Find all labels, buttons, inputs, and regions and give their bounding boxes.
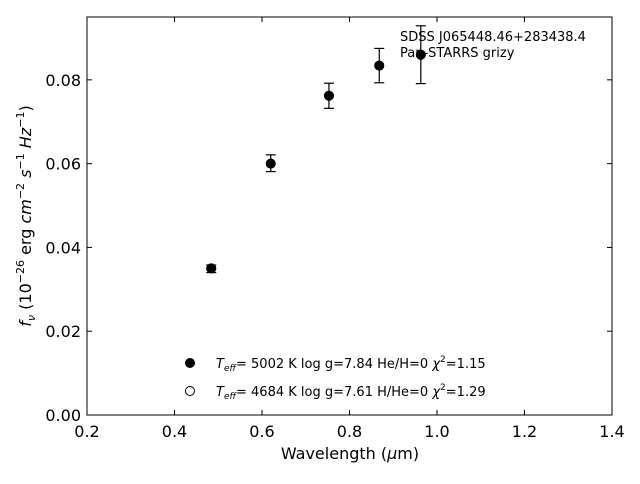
x-tick-label: 1.4: [599, 422, 624, 441]
x-tick-label: 0.6: [249, 422, 274, 441]
model-h-point: [206, 263, 217, 274]
x-tick-label: 0.2: [74, 422, 99, 441]
y-tick-label: 0.02: [45, 322, 81, 341]
model-h-point: [265, 158, 276, 169]
legend-entry-1: Teff= 5002 K log g=7.84 He/H=0 χ2=1.15: [216, 355, 486, 374]
y-tick-label: 0.06: [45, 155, 81, 174]
x-tick-label: 1.0: [424, 422, 449, 441]
annotation-line-2: Pan-STARRS grizy: [400, 46, 515, 61]
y-tick-label: 0.04: [45, 238, 81, 257]
legend: Teff= 5002 K log g=7.84 He/H=0 χ2=1.15 T…: [185, 355, 486, 402]
y-tick-label: 0.00: [45, 406, 81, 425]
legend-marker-filled: [185, 358, 195, 368]
axis-ticks: 0.2 0.4 0.6 0.8 1.0 1.2 1.4 0.00 0.02 0.04 0.06 0.0…: [45, 17, 625, 441]
y-axis-label: fν (10−26 erg cm−2 s−1 Hz−1): [14, 105, 38, 326]
legend-marker-open: [185, 386, 195, 396]
legend-entry-2: Teff= 4684 K log g=7.61 H/He=0 χ2=1.29: [216, 383, 486, 402]
model-h-point: [323, 90, 334, 101]
model-h-point: [374, 60, 385, 71]
chart-marks: [206, 25, 426, 274]
x-tick-label: 1.2: [512, 422, 537, 441]
model-h-point: [415, 49, 426, 60]
annotation-line-1: SDSS J065448.46+283438.4: [400, 30, 586, 45]
y-tick-label: 0.08: [45, 71, 81, 90]
x-axis-label: Wavelength (μm): [281, 444, 419, 463]
x-tick-label: 0.8: [337, 422, 362, 441]
x-tick-label: 0.4: [162, 422, 187, 441]
